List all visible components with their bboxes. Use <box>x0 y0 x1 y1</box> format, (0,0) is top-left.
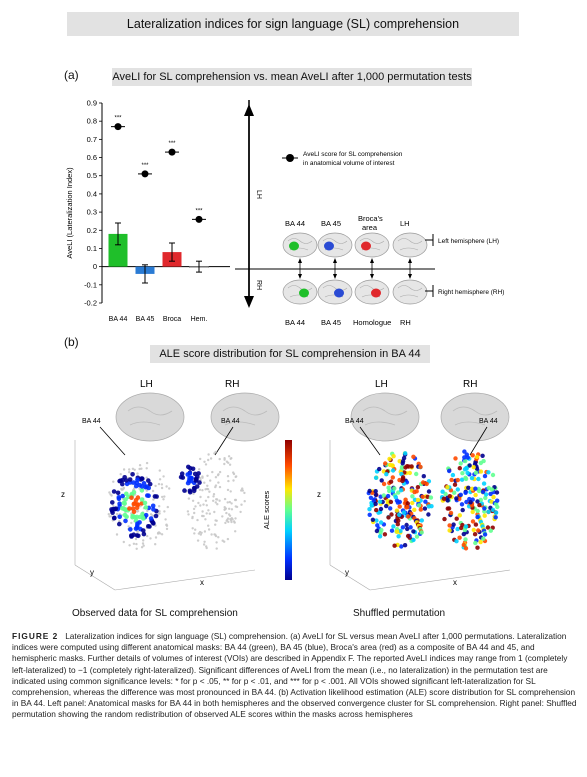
right-axis-y: y <box>345 568 349 577</box>
y-axis-label: AveLI (Lateralization Index) <box>65 167 74 259</box>
caption-label: FIGURE 2 <box>12 631 59 641</box>
top-label-area: area <box>362 223 378 232</box>
left-ba44-lh: BA 44 <box>82 418 101 425</box>
legend-line-1: AveLI score for SL comprehension <box>303 151 403 158</box>
brain-mask-icon <box>354 279 390 305</box>
brain-mask-icon <box>317 232 353 258</box>
hemi-rh-label: Right hemisphere (RH) <box>438 289 504 296</box>
right-lh-label: LH <box>375 379 388 390</box>
legend-line-2: in anatomical volume of interest <box>303 160 395 167</box>
y-tick-label: 0.3 <box>87 208 97 217</box>
hemi-lh-label: Left hemisphere (LH) <box>438 238 499 245</box>
x-tick-label: Broca <box>163 316 181 323</box>
x-tick-label: BA 45 <box>136 316 155 323</box>
bottom-label-rh: RH <box>400 318 411 327</box>
brain-mask-icon <box>317 279 353 305</box>
aveli-bar-chart: 0.9 0.8 0.7 0.6 0.5 0.4 0.3 0.2 0.1 0 -0.1 -0.2 *** B… <box>65 99 230 323</box>
y-tick-label: 0.6 <box>87 153 97 162</box>
aveli-point <box>141 170 149 178</box>
left-axis-y: y <box>90 568 94 577</box>
observed-caption: Observed data for SL comprehension <box>72 608 238 619</box>
left-rh-label: RH <box>225 379 239 390</box>
significance-label: *** <box>114 116 122 122</box>
right-ba44-lh: BA 44 <box>345 418 364 425</box>
aveli-point <box>195 215 203 223</box>
y-tick-label: 0.2 <box>87 226 97 235</box>
y-tick-label: -0.1 <box>84 280 97 289</box>
bottom-label-homologue: Homologue <box>353 318 391 327</box>
y-tick-label: 0.4 <box>87 189 97 198</box>
y-tick-label: -0.2 <box>84 299 97 308</box>
aveli-point <box>168 148 176 156</box>
right-axis-x: x <box>453 578 457 587</box>
aveli-point <box>114 123 122 131</box>
top-label-ba44: BA 44 <box>285 219 305 228</box>
top-label-ba45: BA 45 <box>321 219 341 228</box>
panel-b-title: ALE score distribution for SL comprehens… <box>150 345 430 363</box>
y-tick-label: 0.7 <box>87 135 97 144</box>
left-lh-label: LH <box>140 379 153 390</box>
panel-b-letter: (b) <box>64 335 79 349</box>
right-ba44-rh: BA 44 <box>479 418 498 425</box>
top-label-lh: LH <box>400 219 410 228</box>
y-tick-label: 0.8 <box>87 117 97 126</box>
bottom-label-ba44: BA 44 <box>285 318 305 327</box>
panel-a-letter: (a) <box>64 68 79 82</box>
significance-label: *** <box>195 208 203 214</box>
right-axis-z: z <box>317 490 321 499</box>
colorbar-label: ALE scores <box>262 491 271 530</box>
y-tick-label: 0.1 <box>87 244 97 253</box>
y-tick-label: 0.9 <box>87 99 97 108</box>
shuffled-caption: Shuffled permutation <box>353 608 446 619</box>
left-axis-x: x <box>200 578 204 587</box>
y-tick-label: 0 <box>93 262 97 271</box>
x-tick-label: Hem. <box>191 316 208 323</box>
hemisphere-mask-diagram: LH RH AveLI score for SL comprehension i… <box>235 100 504 327</box>
arrow-down-icon <box>244 296 254 308</box>
right-rh-label: RH <box>463 379 477 390</box>
x-tick-label: BA 44 <box>109 316 128 323</box>
brain-render-icon <box>350 392 420 442</box>
ale-colorbar <box>285 440 292 580</box>
left-ba44-rh: BA 44 <box>221 418 240 425</box>
ale-scatter-figure: LH RH LH RH BA 44 BA 44 BA 44 BA 44 ALE … <box>61 379 511 591</box>
brain-mask-icon <box>282 232 318 258</box>
significance-label: *** <box>168 141 176 147</box>
brain-mask-icon <box>392 232 428 258</box>
brain-render-icon <box>440 392 510 442</box>
brain-render-icon <box>115 392 185 442</box>
left-axis-z: z <box>61 490 65 499</box>
significance-label: *** <box>141 163 149 169</box>
bar <box>108 233 128 267</box>
rh-axis-label: RH <box>255 280 262 290</box>
brain-mask-icon <box>282 279 318 305</box>
y-tick-label: 0.5 <box>87 171 97 180</box>
top-label-broca: Broca's <box>358 214 383 223</box>
figure-title: Lateralization indices for sign language… <box>67 12 519 36</box>
arrow-up-icon <box>244 104 254 116</box>
caption-text: Lateralization indices for sign language… <box>12 631 577 720</box>
bottom-label-ba45: BA 45 <box>321 318 341 327</box>
figure-caption: FIGURE 2 Lateralization indices for sign… <box>12 631 577 721</box>
brain-mask-icon <box>354 232 390 258</box>
brain-mask-icon <box>392 279 428 305</box>
lh-axis-label: LH <box>255 190 262 199</box>
panel-a-title: AveLI for SL comprehension vs. mean AveL… <box>112 68 472 86</box>
brain-render-icon <box>210 392 280 442</box>
